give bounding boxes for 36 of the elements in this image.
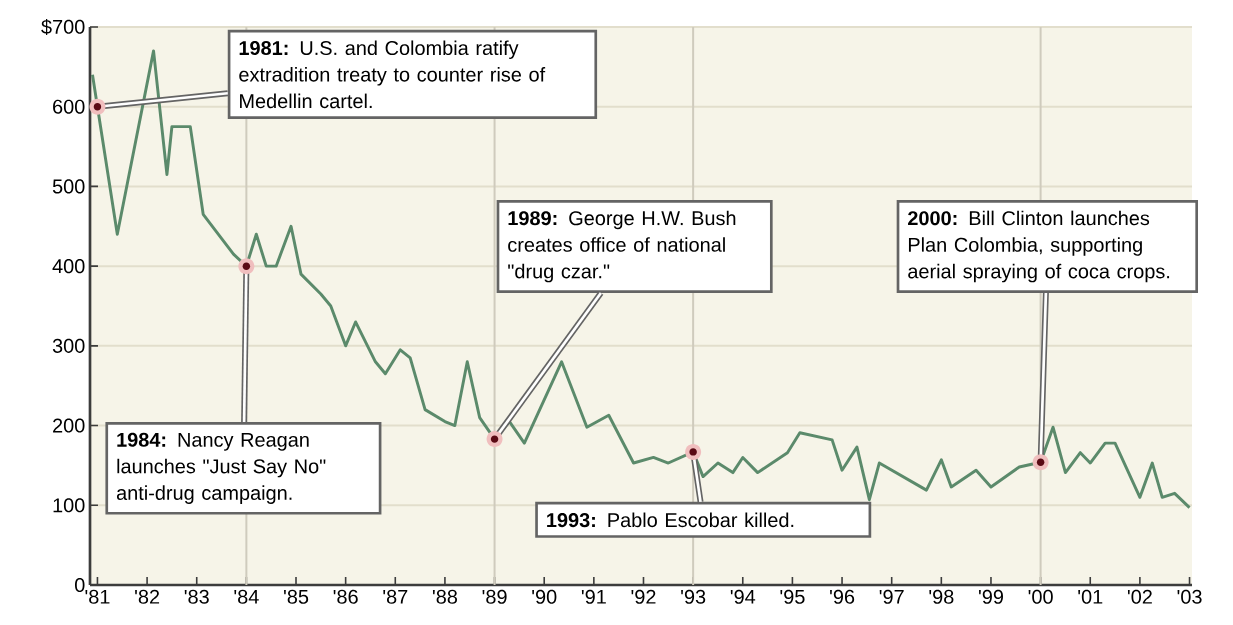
x-tick-label: '00 [1028,589,1053,604]
x-tick-label: '97 [879,589,904,604]
x-tick-label: '03 [1177,589,1202,604]
annotation: 2000: Bill Clinton launches Plan Colombia, supporting aerial spraying of coca crops. [908,210,1170,283]
y-tick-label: 500 [52,179,85,194]
x-tick-label: '88 [432,589,458,604]
annotation: 1984: Nancy Reagan launches "Just Say No" anti-drug campaign. [116,432,326,504]
x-tick-label: '92 [631,589,656,604]
y-tick-label: 100 [53,498,85,513]
y-tick-label: $700 [41,18,85,36]
x-tick-label: '96 [830,589,855,604]
x-tick-label: '95 [780,589,805,604]
x-tick-label: '83 [184,589,209,604]
annotation: 1993: Pablo Escobar killed. [547,512,794,528]
x-tick-label: '91 [581,589,606,604]
y-tick-label: 300 [52,338,85,353]
y-tick-label: 600 [53,99,85,114]
annotation: 1981: U.S. and Colombia ratify extradition treaty to counter rise of Medellin cartel. [239,40,546,109]
x-tick-label: '82 [135,589,160,604]
x-tick-label: '99 [979,589,1003,604]
annotation: 1989: George H.W. Bush creates office of national "drug czar." [508,210,736,283]
x-tick-label: '98 [929,589,954,604]
y-tick-label: 200 [53,418,85,433]
x-tick-label: '84 [234,589,259,604]
x-tick-label: '01 [1078,589,1103,604]
y-tick-label: 0 [75,577,85,593]
x-tick-label: '90 [532,589,557,604]
x-tick-label: '87 [383,589,408,604]
x-tick-label: '94 [730,589,756,604]
x-tick-label: '86 [333,589,358,604]
x-tick-label: '93 [681,589,706,604]
x-tick-label: '02 [1127,589,1152,604]
y-tick-label: 400 [52,259,85,274]
x-tick-label: '85 [284,589,309,604]
x-tick-label: '89 [482,589,507,604]
x-tick-label: '81 [85,589,110,604]
